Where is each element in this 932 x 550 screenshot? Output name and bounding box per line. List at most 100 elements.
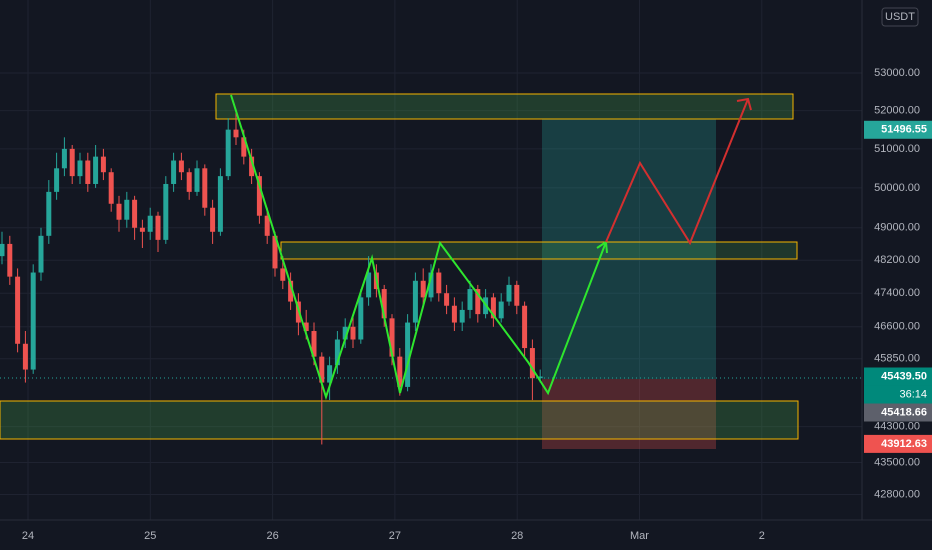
candle-body xyxy=(537,376,543,379)
resistance-zone xyxy=(215,93,794,120)
y-tick-label: 42800.00 xyxy=(874,488,920,500)
candle-body xyxy=(498,301,504,319)
candle-body xyxy=(490,297,496,319)
candle-body xyxy=(264,215,270,236)
y-tick-label: 49000.00 xyxy=(874,222,920,234)
candle-body xyxy=(451,305,457,323)
candle-body xyxy=(529,348,535,379)
candle-body xyxy=(366,272,372,298)
candle-body xyxy=(54,168,60,192)
candle-body xyxy=(210,207,216,232)
candle-body xyxy=(506,284,512,302)
price-badge-label: 45439.50 xyxy=(881,370,927,382)
price-badge xyxy=(864,367,932,386)
candle-body xyxy=(85,160,91,184)
y-tick-label: 48200.00 xyxy=(874,254,920,266)
candle-body xyxy=(241,137,247,157)
y-tick-label: 47400.00 xyxy=(874,287,920,299)
candle-body xyxy=(132,199,138,228)
candle-body xyxy=(280,268,286,281)
candle-body xyxy=(93,156,99,184)
candle-body xyxy=(475,289,481,315)
price-badge xyxy=(864,434,932,453)
candle-body xyxy=(155,215,161,240)
stop-zone xyxy=(542,379,716,449)
candle-body xyxy=(225,129,231,177)
countdown-badge xyxy=(864,385,932,404)
candle-body xyxy=(217,176,223,232)
price-axis: 53000.00 52000.00 51000.00 50000.00 49000.00… xyxy=(22,67,932,542)
price-badge xyxy=(864,120,932,139)
x-tick-label: 27 xyxy=(389,530,401,542)
candle-body xyxy=(350,326,356,340)
candle-body xyxy=(7,243,13,277)
candle-body xyxy=(319,356,325,383)
candle-body xyxy=(412,280,418,323)
candle-body xyxy=(77,160,83,177)
candle-body xyxy=(288,280,294,302)
candle-body xyxy=(116,203,122,220)
x-tick-label: 26 xyxy=(266,530,278,542)
currency-label: USDT xyxy=(885,11,915,23)
candle-body xyxy=(15,276,21,344)
grid xyxy=(0,0,862,520)
candle-body xyxy=(397,356,403,387)
candle-body xyxy=(108,172,114,204)
candle-body xyxy=(311,331,317,357)
y-tick-label: 53000.00 xyxy=(874,67,920,79)
y-tick-label: 50000.00 xyxy=(874,182,920,194)
candle-body xyxy=(522,305,528,349)
y-tick-label: 45850.00 xyxy=(874,353,920,365)
candle-body xyxy=(327,365,333,383)
x-tick-label: Mar xyxy=(630,530,649,542)
candle-body xyxy=(444,293,450,306)
candle-body xyxy=(381,289,387,319)
candle-body xyxy=(467,289,473,310)
y-tick-label: 43500.00 xyxy=(874,456,920,468)
candle-body xyxy=(334,339,340,366)
candle-body xyxy=(249,156,255,177)
candle-body xyxy=(256,176,262,216)
price-badge-label: 45418.66 xyxy=(881,406,927,418)
candle-body xyxy=(389,318,395,357)
support-zone xyxy=(0,400,799,440)
candle-body xyxy=(303,322,309,332)
candle-body xyxy=(139,227,145,232)
candle-body xyxy=(124,199,130,220)
arrow-head xyxy=(736,97,752,111)
candle-body xyxy=(514,284,520,306)
candle-body xyxy=(61,148,67,169)
candle-body xyxy=(46,191,52,236)
candle-body xyxy=(272,235,278,269)
drawings xyxy=(0,94,862,401)
price-badge-label: 43912.63 xyxy=(881,438,927,450)
price-badge-label: 51496.55 xyxy=(881,124,927,136)
candle-body xyxy=(163,183,169,240)
candle-body xyxy=(171,160,177,184)
countdown-label: 36:14 xyxy=(899,388,927,400)
candle-body xyxy=(69,148,75,177)
candle-body xyxy=(436,272,442,294)
y-tick-label: 46600.00 xyxy=(874,321,920,333)
candle-body xyxy=(405,322,411,387)
candle-body xyxy=(178,160,184,173)
candle-body xyxy=(459,309,465,323)
y-tick-label: 44300.00 xyxy=(874,420,920,432)
drawings xyxy=(0,93,799,449)
currency-badge xyxy=(881,7,919,27)
candle-body xyxy=(358,297,364,340)
mid-zone xyxy=(280,241,798,260)
candle-body xyxy=(22,343,28,370)
x-tick-label: 2 xyxy=(759,530,765,542)
candle-body xyxy=(428,272,434,298)
x-tick-label: 24 xyxy=(22,530,34,542)
y-tick-label: 51000.00 xyxy=(874,143,920,155)
candle-body xyxy=(233,129,239,138)
candle-body xyxy=(420,280,426,298)
x-tick-label: 28 xyxy=(511,530,523,542)
candle-body xyxy=(194,168,200,192)
y-tick-label: 52000.00 xyxy=(874,104,920,116)
candle-body xyxy=(0,243,5,257)
candle-body xyxy=(202,168,208,208)
